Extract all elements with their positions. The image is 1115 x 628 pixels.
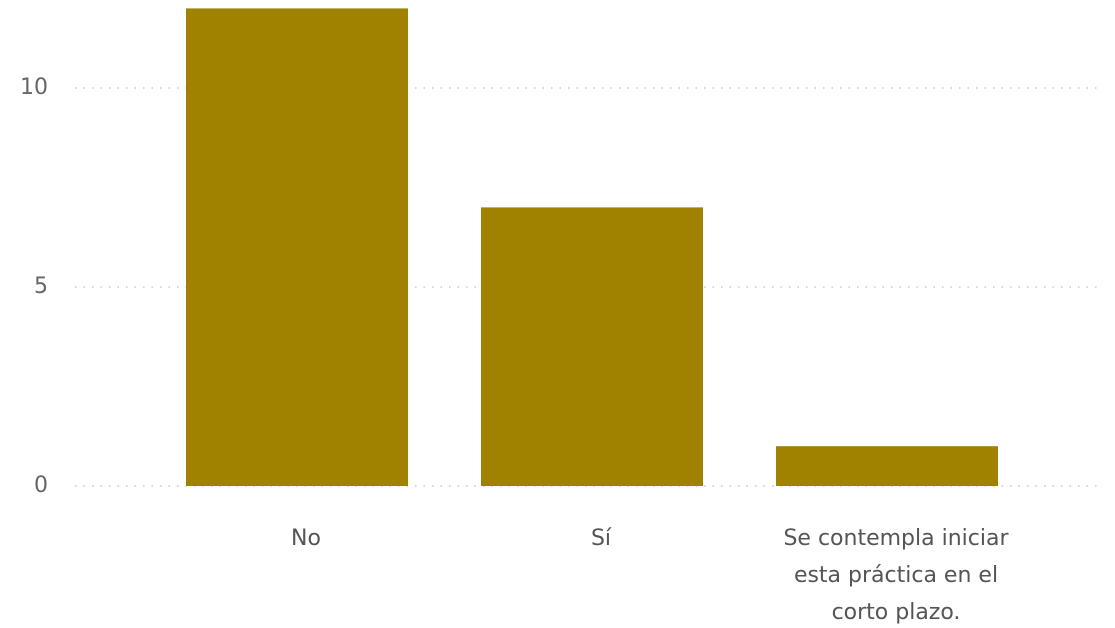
bars (186, 8, 998, 487)
y-tick-label: 5 (34, 274, 48, 299)
x-category-label-line: Se contempla iniciar (783, 526, 1009, 551)
y-axis-tick-labels: 0 5 10 (20, 75, 48, 498)
bar[interactable] (186, 8, 408, 487)
x-axis-category-labels: No Sí Se contempla iniciar esta práctica en… (291, 526, 1009, 625)
y-tick-label: 0 (34, 473, 48, 498)
x-category-label-line: No (291, 526, 321, 551)
x-category-label-line: esta práctica en el (794, 563, 998, 588)
bar[interactable] (776, 446, 998, 486)
x-category-label: Sí (591, 526, 612, 551)
x-category-label: Se contempla iniciar esta práctica en el c… (783, 526, 1009, 625)
y-tick-label: 10 (20, 75, 48, 100)
bar[interactable] (481, 207, 703, 486)
x-category-label-line: corto plazo. (832, 600, 961, 625)
x-category-label-line: Sí (591, 526, 612, 551)
x-category-label: No (291, 526, 321, 551)
